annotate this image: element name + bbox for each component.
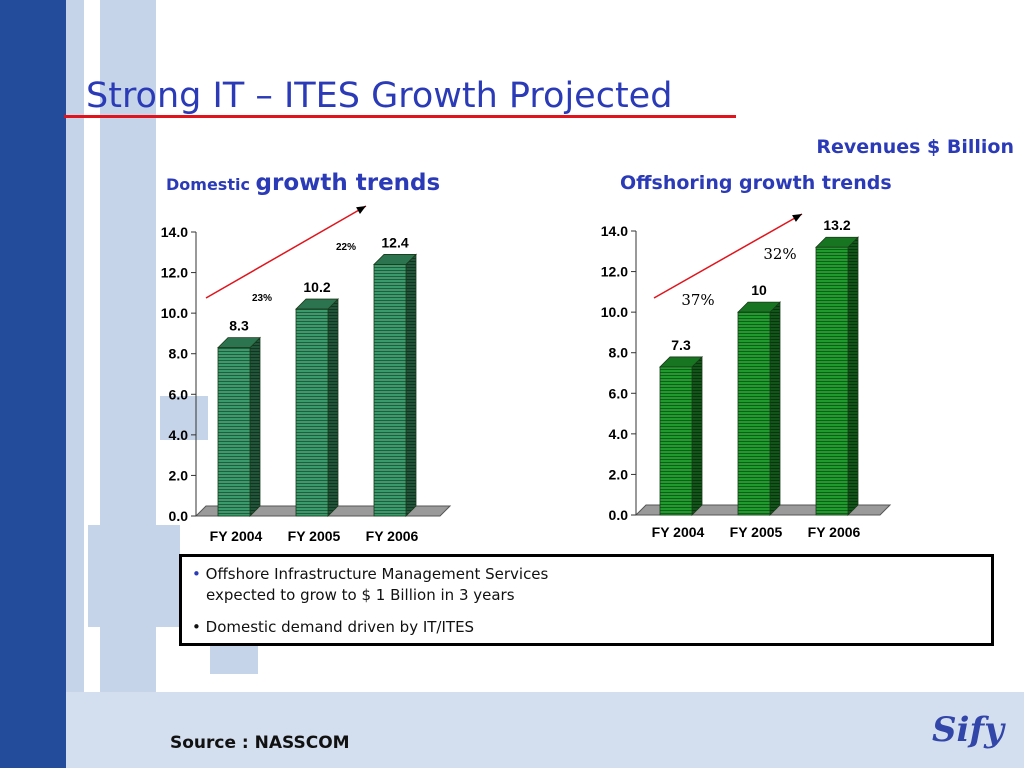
bullet-text: expected to grow to $ 1 Billion in 3 yea… <box>206 586 515 604</box>
y-tick-label: 8.0 <box>169 346 189 362</box>
data-label: 10 <box>751 282 767 298</box>
bar-side <box>405 253 417 517</box>
bullet-dot: • <box>192 618 201 636</box>
bullet-dot: • <box>192 565 201 583</box>
growth-arrow-line <box>653 213 803 299</box>
growth-annotation: 23% <box>252 293 272 304</box>
growth-annotation: 22% <box>336 242 356 253</box>
y-tick-label: 2.0 <box>609 466 629 482</box>
x-tick-label: FY 2006 <box>366 528 419 544</box>
growth-arrow-head <box>792 214 802 222</box>
bullet-item-1: • Offshore Infrastructure Management Ser… <box>192 565 548 583</box>
left-light-stripe <box>66 0 84 768</box>
x-tick-label: FY 2004 <box>652 524 705 540</box>
domestic-title-small: Domestic <box>166 175 250 194</box>
x-tick-label: FY 2004 <box>210 528 263 544</box>
data-label: 10.2 <box>303 279 330 295</box>
left-dark-stripe <box>0 0 66 768</box>
source-note: Source : NASSCOM <box>170 733 350 753</box>
growth-annotation: 37% <box>681 291 714 309</box>
bottom-band <box>66 692 1024 768</box>
y-tick-label: 6.0 <box>169 386 189 402</box>
offshore-chart-title: Offshoring growth trends <box>620 172 892 194</box>
x-tick-label: FY 2005 <box>730 524 783 540</box>
data-label: 12.4 <box>381 234 408 250</box>
growth-arrow-line <box>205 205 367 299</box>
data-label: 8.3 <box>229 318 249 334</box>
y-tick-label: 10.0 <box>601 304 628 320</box>
y-tick-label: 0.0 <box>169 508 189 524</box>
bar-side <box>691 355 703 516</box>
y-tick-label: 6.0 <box>609 385 629 401</box>
x-tick-label: FY 2006 <box>808 524 861 540</box>
units-label: Revenues $ Billion <box>816 136 1014 158</box>
growth-arrow-head <box>356 206 366 214</box>
y-tick-label: 14.0 <box>601 223 628 239</box>
domestic-title-large: growth trends <box>255 170 441 196</box>
bar <box>295 308 329 517</box>
y-tick-label: 10.0 <box>161 305 188 321</box>
y-tick-label: 8.0 <box>609 345 629 361</box>
bar <box>737 311 771 516</box>
logo-text: Sify <box>932 710 1004 750</box>
bar <box>815 246 849 516</box>
data-label: 13.2 <box>823 217 850 233</box>
bar <box>373 264 407 517</box>
y-tick-label: 4.0 <box>609 426 629 442</box>
y-tick-label: 12.0 <box>601 264 628 280</box>
y-tick-label: 0.0 <box>609 507 629 523</box>
bar-side <box>249 336 261 517</box>
decor-square <box>88 525 180 627</box>
growth-annotation: 32% <box>763 245 796 263</box>
bullet-text: Domestic demand driven by IT/ITES <box>205 618 475 636</box>
bullet-item-1-continued: expected to grow to $ 1 Billion in 3 yea… <box>206 586 515 604</box>
x-tick-label: FY 2005 <box>288 528 341 544</box>
y-tick-label: 14.0 <box>161 224 188 240</box>
bullet-item-2: • Domestic demand driven by IT/ITES <box>192 618 474 636</box>
bar-side <box>769 301 781 516</box>
y-tick-label: 12.0 <box>161 265 188 281</box>
bar <box>659 366 693 516</box>
slide-title: Strong IT – ITES Growth Projected <box>86 76 673 116</box>
bar-side <box>847 236 859 516</box>
domestic-chart-title: Domestic growth trends <box>166 170 440 196</box>
title-underline <box>64 115 736 118</box>
info-box: • Offshore Infrastructure Management Ser… <box>179 554 994 646</box>
left-light-stripe-2 <box>100 0 156 768</box>
bar <box>217 347 251 517</box>
data-label: 7.3 <box>671 337 691 353</box>
y-tick-label: 4.0 <box>169 427 189 443</box>
bullet-text: Offshore Infrastructure Management Servi… <box>205 565 549 583</box>
y-tick-label: 2.0 <box>169 467 189 483</box>
company-logo: Sify <box>932 710 1004 750</box>
decor-square-mid <box>160 396 208 440</box>
bar-side <box>327 298 339 517</box>
